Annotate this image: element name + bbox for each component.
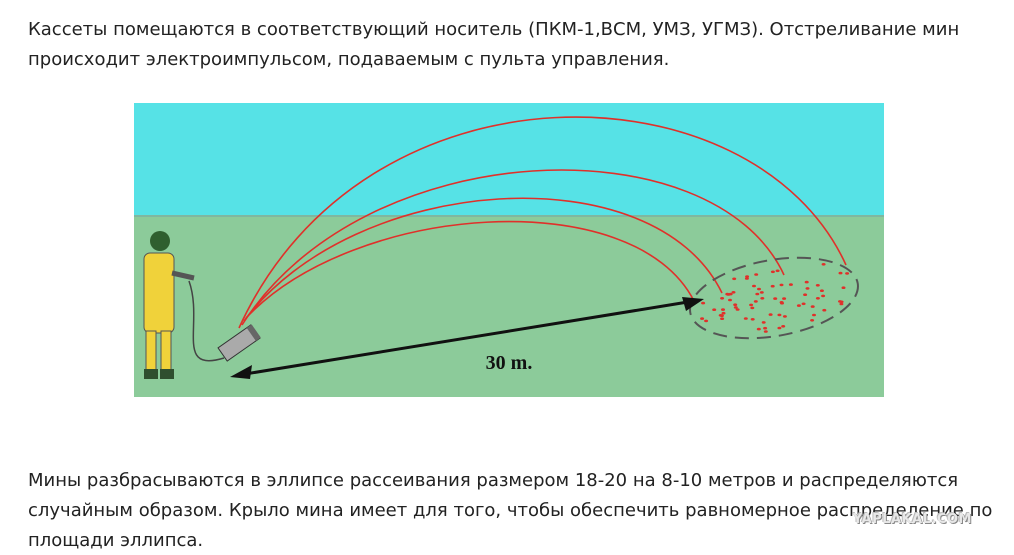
mine-dot [788,283,793,286]
mine-dot [839,302,844,306]
mine-dot [720,317,725,320]
arc [238,116,847,329]
mine-dot [779,283,784,287]
mine-dot [760,297,765,300]
mine-dot [749,303,754,307]
mine-dot [755,292,760,296]
mine-dot [743,317,748,320]
mine-dot [838,271,843,275]
mine-dot [810,319,815,322]
paragraph: Мины разбрасываются в эллипсе рассеивани… [28,470,993,551]
mine-dot [763,326,768,330]
mine-dot [779,301,784,304]
distance-label: 30 m. [486,352,533,374]
mine-dot [770,284,775,288]
mine-dot [821,294,826,298]
mine-dot [803,293,808,296]
mine-dot [812,313,816,317]
mine-dot [759,291,764,294]
distance-arrow [230,297,704,379]
paragraph: Кассеты помещаются в соответствующий нос… [28,19,960,70]
ground [134,216,884,397]
soldier [143,231,225,379]
watermark: YAPLAKAL.COM [853,512,972,527]
mine-dot [721,308,725,311]
mine-dot [801,302,806,306]
mine-dot [720,297,725,300]
mine-dot [756,327,761,331]
mine-dot [733,306,738,309]
mine-dot [777,326,782,330]
mine-dot [757,287,761,291]
mines [700,263,850,333]
mine-dot [819,289,824,292]
mine-dot [781,325,786,328]
mine-dot [731,291,736,294]
mine-dot [735,308,740,311]
mine-dot [768,313,773,316]
mine-dot [744,277,749,280]
mine-dot [804,280,809,284]
mine-dot [732,277,737,281]
mine-dot [721,311,726,315]
arc [241,169,785,326]
mine-dot [745,275,750,278]
mine-dot [754,273,759,276]
mine-dot [752,284,756,288]
mine-dot [782,297,787,300]
mine-dot [839,300,844,304]
mine-dot [733,303,738,306]
mine-dot [700,317,705,320]
mine-dot [821,263,826,266]
arc [243,197,723,322]
mine-dot [815,297,820,300]
illustration: 30 m. [134,103,884,397]
mine-dot [728,298,732,302]
mine-dot [796,304,801,307]
mine-dot [805,287,810,290]
dispersion-ellipse [689,256,859,340]
mine-dot [712,308,717,311]
mine-dot [777,313,782,317]
mine-dot [773,297,778,300]
mine-dot [750,318,755,321]
mine-dot [761,321,766,324]
mine-dot [763,330,768,333]
trajectories [238,116,847,329]
mine-dot [770,270,775,274]
mine-dot [775,269,780,273]
mine-dot [810,305,815,308]
mine-dot [815,284,820,287]
mine-dot [725,292,730,296]
mine-dot [841,286,846,289]
mine-dot [750,306,755,310]
mine-dot [845,272,850,275]
arc [245,220,695,319]
mine-dot [753,300,758,303]
mine-dot [719,314,724,317]
mine-dot [701,301,706,305]
mine-dot [822,308,827,312]
mine-dot [782,315,787,318]
launcher [217,324,261,362]
mine-dot [704,319,709,323]
